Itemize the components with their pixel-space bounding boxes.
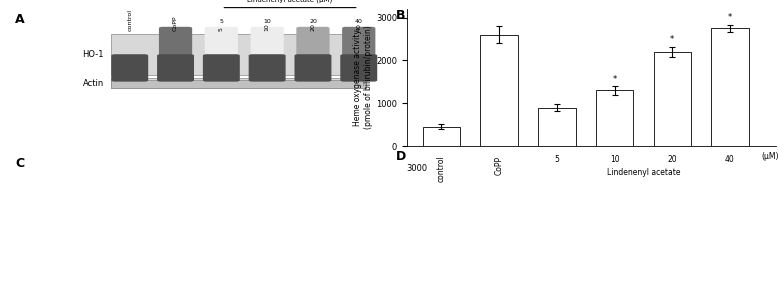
Text: CoPP: CoPP xyxy=(495,155,503,175)
Text: *: * xyxy=(670,35,674,44)
Text: Lindenenyl acetate: Lindenenyl acetate xyxy=(607,168,681,177)
Y-axis label: Heme oxygenase activity
(pmole of bilirubin/protein): Heme oxygenase activity (pmole of biliru… xyxy=(353,26,373,129)
Bar xyxy=(538,108,575,146)
Bar xyxy=(423,127,460,146)
Bar xyxy=(481,35,518,146)
Text: (μM): (μM) xyxy=(762,152,779,161)
FancyBboxPatch shape xyxy=(159,27,192,60)
Text: Actin: Actin xyxy=(82,79,103,88)
Text: control: control xyxy=(437,155,446,182)
Text: 5: 5 xyxy=(220,19,223,24)
FancyBboxPatch shape xyxy=(342,27,376,60)
FancyBboxPatch shape xyxy=(340,54,377,82)
Text: CoPP: CoPP xyxy=(173,16,178,31)
Bar xyxy=(711,28,749,146)
FancyBboxPatch shape xyxy=(157,54,194,82)
Text: 10: 10 xyxy=(610,155,619,164)
FancyBboxPatch shape xyxy=(205,27,238,60)
Text: HO-1: HO-1 xyxy=(82,50,103,59)
Text: 3000: 3000 xyxy=(407,164,428,173)
FancyBboxPatch shape xyxy=(249,54,285,82)
Text: C: C xyxy=(15,157,24,170)
Text: 20: 20 xyxy=(309,19,317,24)
Text: 40: 40 xyxy=(356,23,361,31)
FancyBboxPatch shape xyxy=(111,34,366,75)
Text: B: B xyxy=(396,9,405,22)
Text: 5: 5 xyxy=(554,155,559,164)
FancyBboxPatch shape xyxy=(203,54,240,82)
Text: 40: 40 xyxy=(355,19,363,24)
FancyBboxPatch shape xyxy=(111,77,366,89)
Text: 10: 10 xyxy=(265,23,270,31)
FancyBboxPatch shape xyxy=(295,54,332,82)
Bar xyxy=(654,52,691,146)
Text: 20: 20 xyxy=(667,155,677,164)
Text: A: A xyxy=(15,13,25,26)
Text: 10: 10 xyxy=(263,19,271,24)
FancyBboxPatch shape xyxy=(111,80,366,89)
Text: Lindenenyl acetate (μM): Lindenenyl acetate (μM) xyxy=(248,0,332,4)
Text: 5: 5 xyxy=(219,27,224,31)
Text: *: * xyxy=(612,74,617,83)
Text: 40: 40 xyxy=(725,155,735,164)
FancyBboxPatch shape xyxy=(251,27,284,60)
Text: 20: 20 xyxy=(310,23,315,31)
Text: *: * xyxy=(728,13,732,22)
Text: control: control xyxy=(127,9,132,31)
Text: D: D xyxy=(396,150,406,162)
Bar xyxy=(596,90,633,146)
FancyBboxPatch shape xyxy=(111,54,148,82)
FancyBboxPatch shape xyxy=(296,27,329,60)
